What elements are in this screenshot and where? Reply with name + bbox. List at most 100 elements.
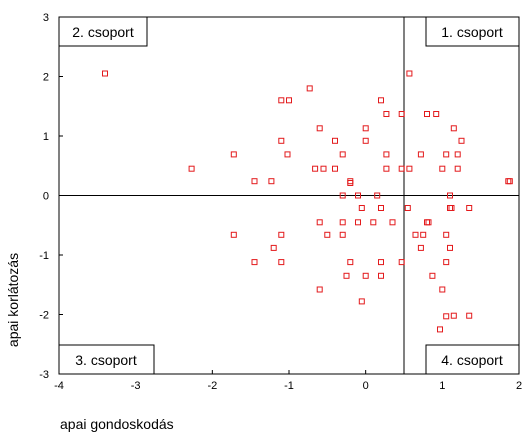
x-tick-label: 0 xyxy=(363,380,369,392)
data-point xyxy=(378,259,384,266)
x-tick-label: 1 xyxy=(439,380,445,392)
data-point xyxy=(316,125,323,132)
data-point xyxy=(270,244,277,251)
data-point xyxy=(448,205,455,211)
y-tick-label: -3 xyxy=(39,369,49,381)
data-point xyxy=(406,70,413,77)
x-tick-label: -3 xyxy=(131,380,141,392)
quadrant-label-top-left: 2. csoport xyxy=(58,16,148,47)
data-point xyxy=(389,219,396,226)
quadrant-label-top-right: 1. csoport xyxy=(425,16,520,47)
data-point xyxy=(398,111,405,117)
quadrant-label-2: 2. csoport xyxy=(72,24,134,40)
data-point xyxy=(339,192,346,199)
data-point xyxy=(443,259,450,266)
x-tick-label: -2 xyxy=(207,380,217,392)
data-point xyxy=(230,231,237,238)
data-point xyxy=(437,326,443,333)
data-point xyxy=(506,178,513,185)
data-point xyxy=(447,205,453,211)
y-tick-label: -2 xyxy=(39,310,49,322)
data-point xyxy=(450,125,457,132)
data-point xyxy=(383,151,390,158)
data-point xyxy=(332,165,338,172)
quadrant-label-bottom-right: 4. csoport xyxy=(425,344,520,375)
data-point xyxy=(370,219,377,226)
data-point xyxy=(424,111,430,117)
data-point xyxy=(406,165,413,172)
quadrant-label-3: 3. csoport xyxy=(75,352,137,368)
data-point xyxy=(358,205,365,211)
x-tick-label: -4 xyxy=(54,380,64,392)
data-point xyxy=(230,151,237,158)
data-point xyxy=(188,165,195,172)
data-point xyxy=(362,137,369,144)
data-point xyxy=(433,111,440,117)
data-point xyxy=(378,272,384,279)
data-point xyxy=(439,286,446,293)
quadrant-label-bottom-left: 3. csoport xyxy=(58,344,155,375)
data-point xyxy=(284,151,291,158)
data-point xyxy=(339,231,346,238)
data-point xyxy=(443,313,450,320)
quadrant-label-4: 4. csoport xyxy=(441,352,503,368)
data-point xyxy=(347,178,354,185)
data-point xyxy=(378,205,384,211)
data-point xyxy=(278,259,285,266)
data-point xyxy=(316,219,323,226)
data-point xyxy=(425,219,432,226)
data-point xyxy=(466,312,473,319)
y-tick-label: 0 xyxy=(43,191,49,203)
data-point xyxy=(358,298,365,305)
data-point xyxy=(450,312,457,319)
data-point xyxy=(439,165,446,172)
data-point xyxy=(417,151,424,158)
data-point xyxy=(343,272,350,279)
data-point xyxy=(312,165,319,172)
data-point xyxy=(383,111,390,117)
y-axis-title: apai korlátozás xyxy=(5,253,21,347)
data-point xyxy=(339,151,346,158)
data-point xyxy=(447,244,453,251)
data-point xyxy=(355,192,361,199)
data-point xyxy=(362,272,369,279)
y-tick-label: 2 xyxy=(43,72,49,84)
data-point xyxy=(251,178,258,185)
data-point xyxy=(398,165,405,172)
data-point xyxy=(251,259,258,266)
data-point xyxy=(420,231,427,238)
x-tick-label: 2 xyxy=(516,380,522,392)
data-point xyxy=(362,125,369,132)
data-point xyxy=(316,286,323,293)
data-point xyxy=(454,151,461,158)
data-point xyxy=(320,165,327,172)
data-point xyxy=(339,219,346,226)
data-point xyxy=(332,137,338,144)
data-point xyxy=(466,205,473,211)
data-point xyxy=(383,165,390,172)
data-point xyxy=(347,259,354,266)
data-point xyxy=(102,70,108,77)
data-point xyxy=(429,272,436,279)
y-tick-label: -1 xyxy=(39,250,49,262)
x-tick-label: -1 xyxy=(284,380,294,392)
data-point xyxy=(417,244,424,251)
data-point xyxy=(378,97,384,104)
data-point xyxy=(324,231,331,238)
data-point xyxy=(268,178,275,185)
data-point xyxy=(374,192,381,199)
data-point xyxy=(355,219,361,226)
data-point xyxy=(398,259,405,266)
data-point xyxy=(447,192,453,199)
data-point xyxy=(306,85,313,92)
x-axis-title: apai gondoskodás xyxy=(60,416,174,432)
quadrant-label-1: 1. csoport xyxy=(441,24,503,40)
data-point xyxy=(278,231,285,238)
data-point xyxy=(424,219,430,226)
y-tick-label: 1 xyxy=(43,131,49,143)
data-point xyxy=(454,165,461,172)
y-tick-label: 3 xyxy=(43,12,49,24)
data-point xyxy=(404,205,411,211)
data-point xyxy=(443,231,450,238)
